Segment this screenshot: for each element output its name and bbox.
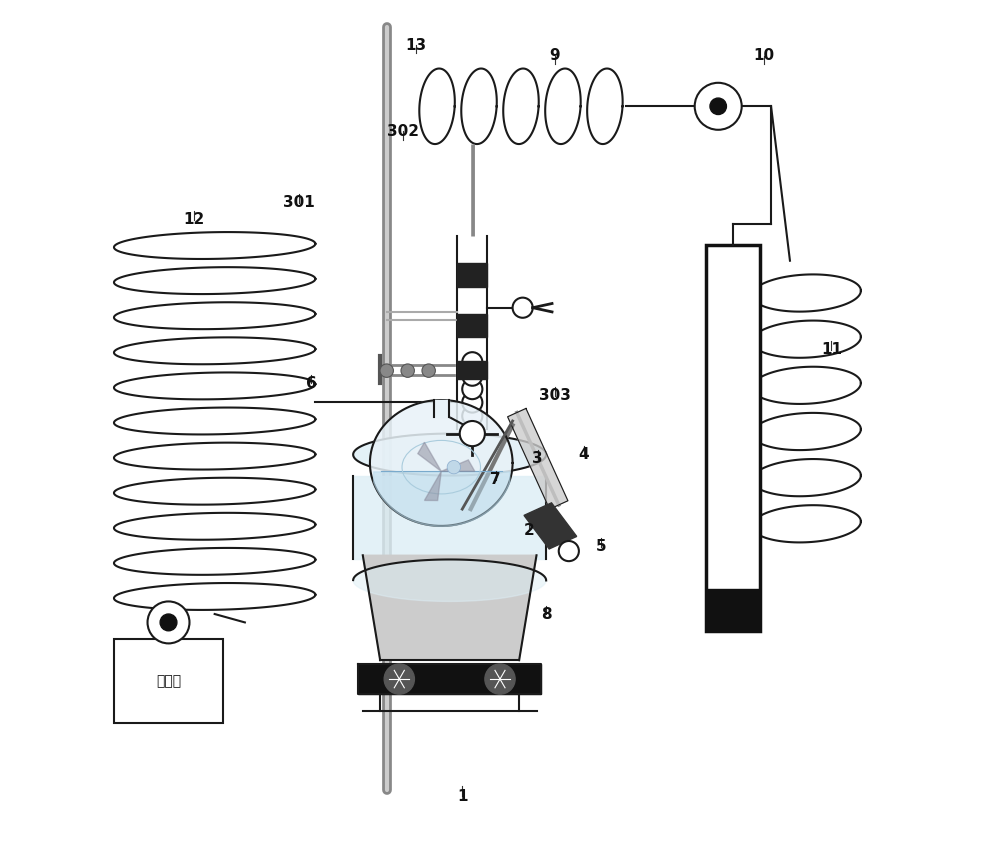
Text: 11: 11: [821, 342, 842, 357]
Circle shape: [513, 297, 533, 317]
Polygon shape: [706, 589, 760, 631]
Polygon shape: [457, 313, 487, 337]
Circle shape: [462, 352, 482, 372]
Text: 4: 4: [579, 447, 589, 462]
Circle shape: [462, 392, 482, 413]
Circle shape: [380, 364, 393, 377]
Text: 10: 10: [754, 49, 775, 63]
Circle shape: [384, 664, 414, 694]
Text: 1: 1: [457, 789, 467, 803]
Text: 真空泵: 真空泵: [156, 674, 181, 688]
Polygon shape: [434, 400, 449, 417]
Circle shape: [485, 664, 515, 694]
Circle shape: [462, 379, 482, 399]
Polygon shape: [418, 442, 441, 472]
Polygon shape: [353, 434, 546, 476]
Text: 13: 13: [406, 38, 427, 52]
Text: 12: 12: [183, 212, 204, 227]
Text: 303: 303: [539, 388, 570, 403]
Polygon shape: [353, 476, 546, 559]
Polygon shape: [457, 237, 487, 429]
Text: 2: 2: [524, 523, 535, 537]
Polygon shape: [358, 664, 541, 694]
Polygon shape: [457, 360, 487, 379]
Circle shape: [160, 614, 177, 631]
Circle shape: [462, 365, 482, 386]
Text: 302: 302: [387, 124, 419, 139]
Polygon shape: [524, 503, 577, 549]
Text: 301: 301: [283, 195, 314, 210]
Circle shape: [710, 98, 726, 115]
Bar: [706, 245, 760, 631]
Text: 7: 7: [490, 472, 501, 488]
Bar: [114, 639, 223, 723]
Text: 5: 5: [595, 540, 606, 554]
Circle shape: [460, 421, 485, 446]
Text: 6: 6: [306, 376, 317, 391]
Text: 9: 9: [549, 49, 560, 63]
Circle shape: [462, 406, 482, 426]
Circle shape: [559, 541, 579, 561]
Circle shape: [695, 83, 742, 130]
Polygon shape: [370, 400, 513, 526]
Polygon shape: [363, 555, 537, 660]
Circle shape: [401, 364, 414, 377]
Circle shape: [422, 364, 435, 377]
Polygon shape: [457, 264, 487, 287]
Polygon shape: [424, 472, 441, 500]
Circle shape: [447, 461, 461, 474]
Circle shape: [148, 601, 189, 643]
Polygon shape: [353, 559, 546, 601]
Polygon shape: [508, 408, 568, 509]
Text: 8: 8: [541, 606, 551, 621]
Circle shape: [462, 419, 482, 440]
Text: 3: 3: [532, 451, 543, 466]
Polygon shape: [441, 460, 475, 472]
